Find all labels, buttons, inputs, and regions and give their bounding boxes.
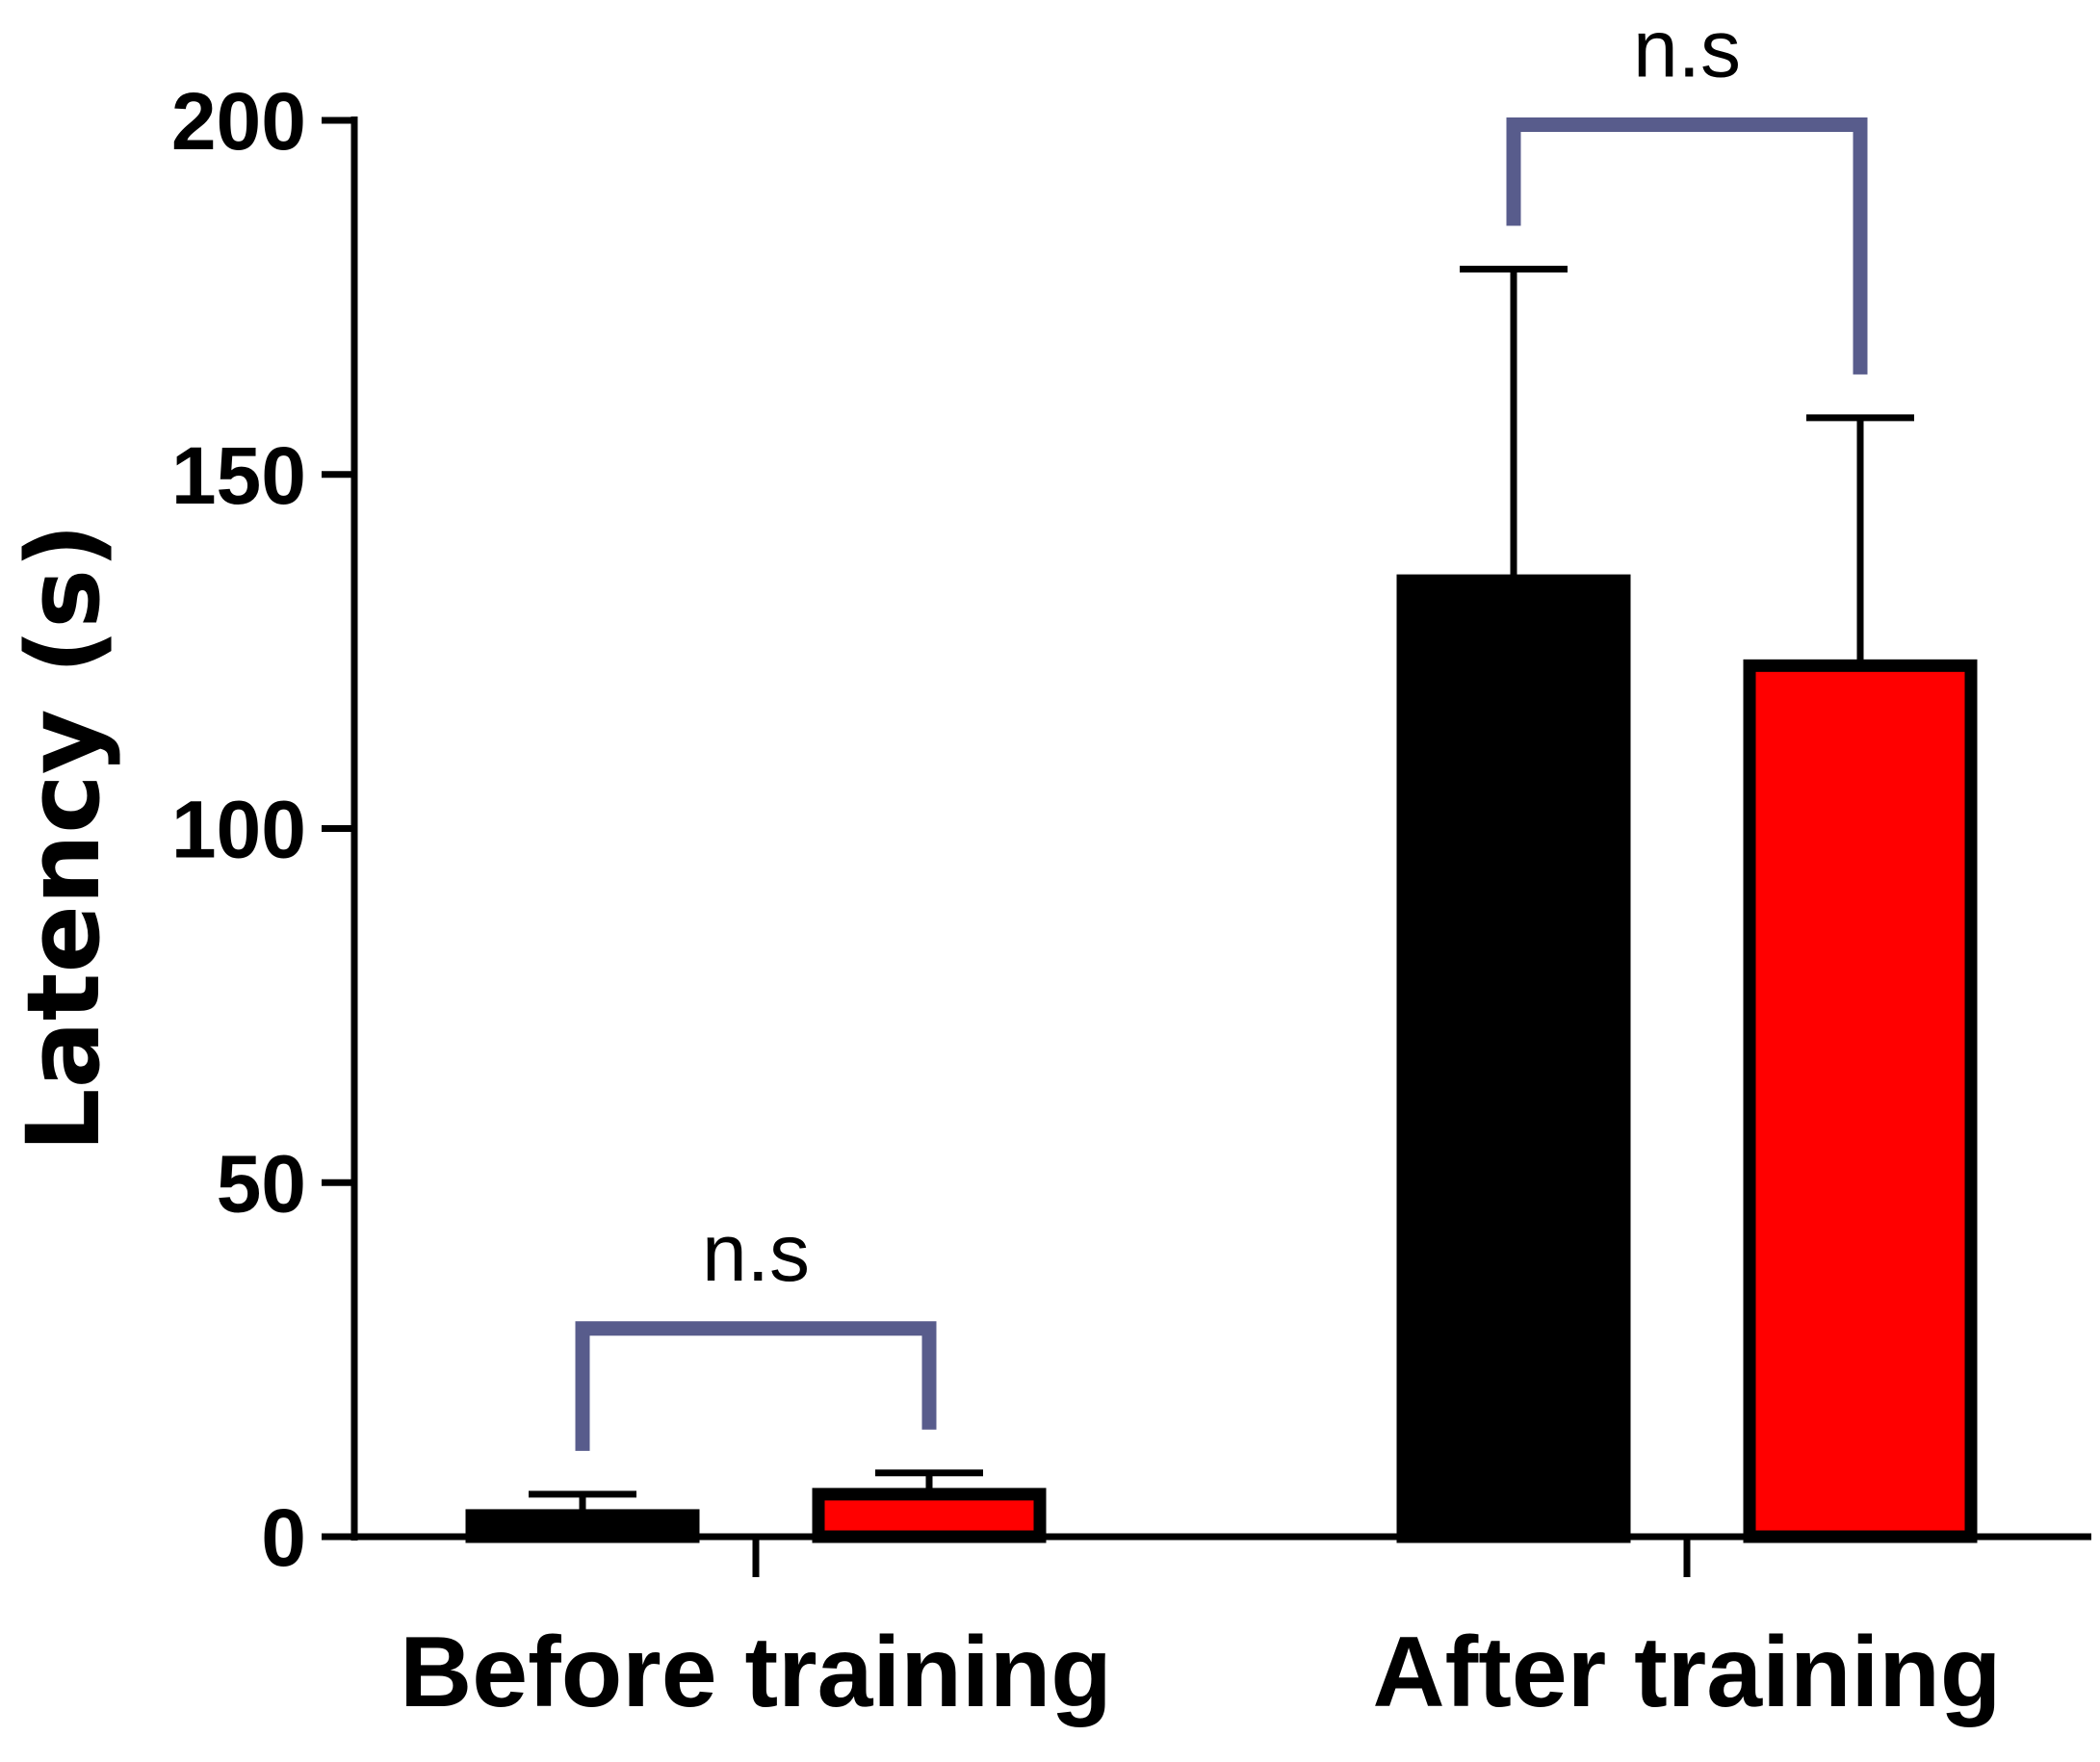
significance-bracket [1506,117,1868,375]
y-axis-label: Latency (s) [5,523,122,1152]
y-tick-label: 150 [171,430,306,521]
bar [812,1488,1047,1543]
x-category-label: Before training [400,1617,1112,1728]
significance-brackets-layer: n.s n.s [575,3,1868,1451]
y-tick-label: 0 [261,1492,306,1583]
significance-label: n.s [1633,3,1741,93]
y-tick-label: 50 [217,1138,306,1229]
significance-bracket [575,1321,937,1451]
y-tick-label: 200 [171,76,306,167]
bar [1396,574,1631,1543]
plot-area: n.s n.s 0 50 100 150 200 Before training After… [171,3,2091,1728]
y-ticks: 0 50 100 150 200 [171,76,354,1583]
y-tick-label: 100 [171,785,306,875]
x-ticks: Before training After training [400,1537,2001,1728]
bar [1743,659,1978,1543]
x-category-label: After training [1373,1617,2002,1728]
significance-label: n.s [702,1207,810,1298]
bars-layer [465,574,1978,1543]
error-bars-layer [529,265,1914,1516]
